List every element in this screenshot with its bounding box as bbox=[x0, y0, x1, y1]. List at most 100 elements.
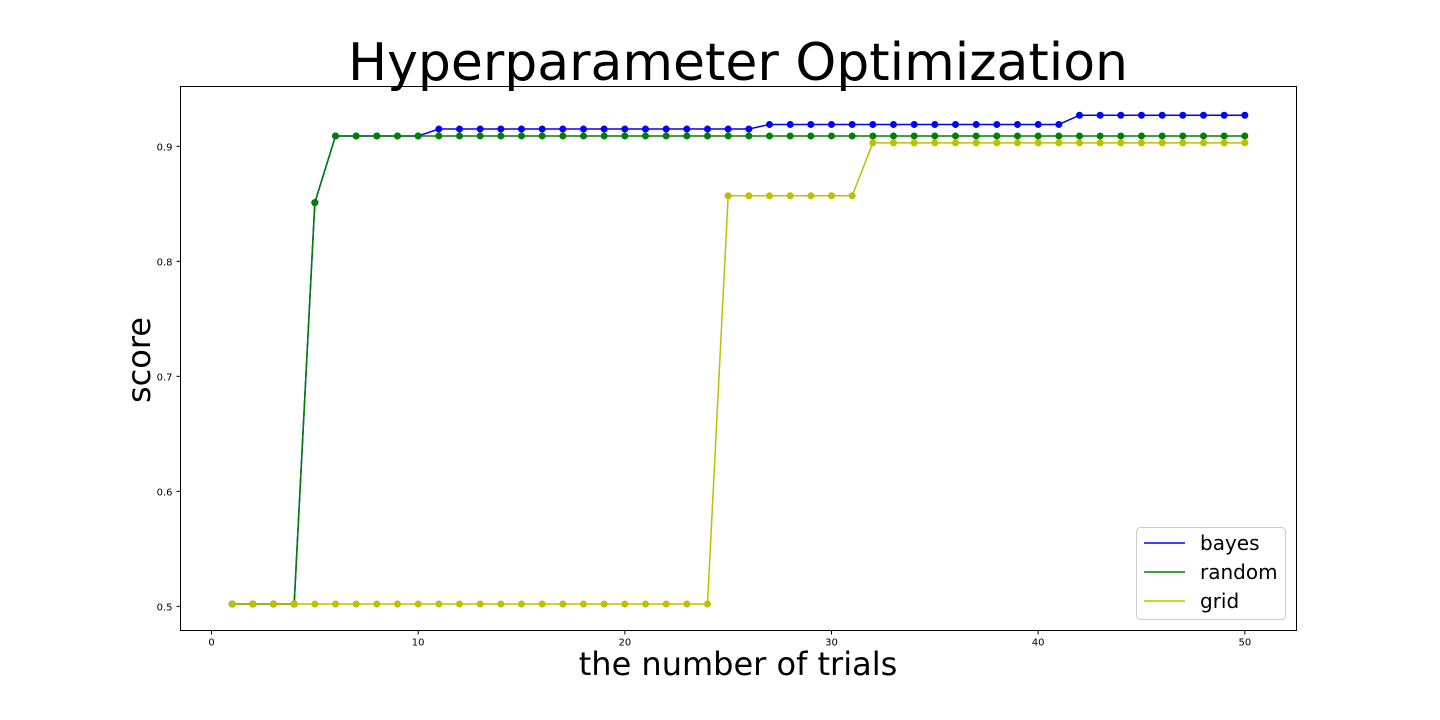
legend-box bbox=[1136, 527, 1286, 620]
bayes-point bbox=[1096, 111, 1104, 119]
grid-point bbox=[683, 600, 691, 608]
bayes-point bbox=[869, 120, 877, 128]
bayes-point bbox=[435, 125, 443, 133]
x-tick-label: 30 bbox=[825, 638, 838, 649]
random-point bbox=[1076, 132, 1083, 140]
bayes-point bbox=[993, 120, 1001, 128]
grid-point bbox=[518, 600, 525, 608]
series-grid bbox=[228, 139, 1249, 608]
grid-point bbox=[1179, 139, 1187, 147]
grid-point bbox=[559, 600, 567, 608]
y-axis-ticks: 0.5 0.6 0.7 0.8 0.9 bbox=[157, 142, 181, 613]
grid-point bbox=[621, 600, 629, 608]
random-point bbox=[1241, 132, 1249, 140]
random-point bbox=[394, 132, 401, 140]
grid-point bbox=[910, 139, 918, 147]
grid-point bbox=[869, 139, 877, 147]
random-point bbox=[807, 132, 815, 140]
grid-point bbox=[662, 600, 670, 608]
grid-point bbox=[890, 139, 897, 147]
grid-point bbox=[704, 600, 711, 608]
grid-point bbox=[414, 600, 422, 608]
grid-point bbox=[332, 600, 339, 608]
bayes-point bbox=[1117, 111, 1125, 119]
random-point bbox=[1200, 132, 1207, 140]
random-point bbox=[745, 132, 753, 140]
bayes-point bbox=[910, 120, 918, 128]
random-point bbox=[580, 132, 587, 140]
grid-point bbox=[745, 192, 753, 200]
grid-point bbox=[993, 139, 1001, 147]
random-point bbox=[662, 132, 670, 140]
bayes-point bbox=[1138, 111, 1145, 119]
bayes-point bbox=[476, 125, 484, 133]
bayes-point bbox=[1241, 111, 1249, 119]
random-point bbox=[352, 132, 360, 140]
grid-point bbox=[1076, 139, 1083, 147]
grid-point bbox=[1014, 139, 1021, 147]
random-point bbox=[332, 132, 339, 140]
random-point bbox=[683, 132, 691, 140]
random-point bbox=[952, 132, 959, 140]
grid-point bbox=[600, 600, 608, 608]
x-tick-label: 20 bbox=[618, 638, 631, 649]
random-point bbox=[869, 132, 877, 140]
bayes-point bbox=[786, 120, 794, 128]
grid-point bbox=[766, 192, 773, 200]
bayes-line bbox=[232, 114, 1245, 605]
plot-area-frame bbox=[180, 86, 1297, 631]
grid-point bbox=[394, 600, 401, 608]
bayes-point bbox=[1158, 111, 1166, 119]
random-point bbox=[435, 132, 443, 140]
random-point bbox=[1055, 132, 1063, 140]
x-tick-label: 40 bbox=[1032, 638, 1045, 649]
x-tick-label: 0 bbox=[208, 638, 214, 649]
grid-point bbox=[1200, 139, 1207, 147]
x-tick-label: 10 bbox=[412, 638, 425, 649]
grid-point bbox=[1096, 139, 1104, 147]
grid-line bbox=[232, 142, 1245, 605]
y-tick-label: 0.8 bbox=[157, 257, 173, 268]
bayes-point bbox=[1179, 111, 1187, 119]
random-point bbox=[642, 132, 649, 140]
bayes-point bbox=[1014, 120, 1021, 128]
random-point bbox=[1158, 132, 1166, 140]
grid-point bbox=[828, 192, 835, 200]
grid-point bbox=[497, 600, 505, 608]
random-point bbox=[1117, 132, 1125, 140]
bayes-point bbox=[1076, 111, 1083, 119]
grid-point bbox=[249, 600, 257, 608]
bayes-point bbox=[1055, 120, 1063, 128]
bayes-point bbox=[766, 120, 773, 128]
bayes-point bbox=[1034, 120, 1042, 128]
random-point bbox=[1138, 132, 1145, 140]
bayes-point bbox=[828, 120, 835, 128]
random-point bbox=[373, 132, 381, 140]
grid-point bbox=[1117, 139, 1125, 147]
grid-point bbox=[311, 600, 319, 608]
bayes-point bbox=[538, 125, 546, 133]
grid-point bbox=[972, 139, 980, 147]
grid-point bbox=[435, 600, 443, 608]
bayes-point bbox=[848, 120, 856, 128]
bayes-point bbox=[972, 120, 980, 128]
random-point bbox=[1096, 132, 1104, 140]
bayes-point bbox=[683, 125, 691, 133]
bayes-point bbox=[931, 120, 939, 128]
bayes-point bbox=[518, 125, 525, 133]
random-point bbox=[910, 132, 918, 140]
random-point bbox=[497, 132, 505, 140]
bayes-point bbox=[745, 125, 753, 133]
grid-point bbox=[456, 600, 463, 608]
random-point bbox=[559, 132, 567, 140]
grid-point bbox=[848, 192, 856, 200]
grid-point bbox=[1138, 139, 1145, 147]
grid-point bbox=[373, 600, 381, 608]
random-point bbox=[724, 132, 732, 140]
random-point bbox=[476, 132, 484, 140]
grid-point bbox=[642, 600, 649, 608]
grid-point bbox=[1241, 139, 1249, 147]
bayes-point bbox=[662, 125, 670, 133]
random-point bbox=[621, 132, 629, 140]
